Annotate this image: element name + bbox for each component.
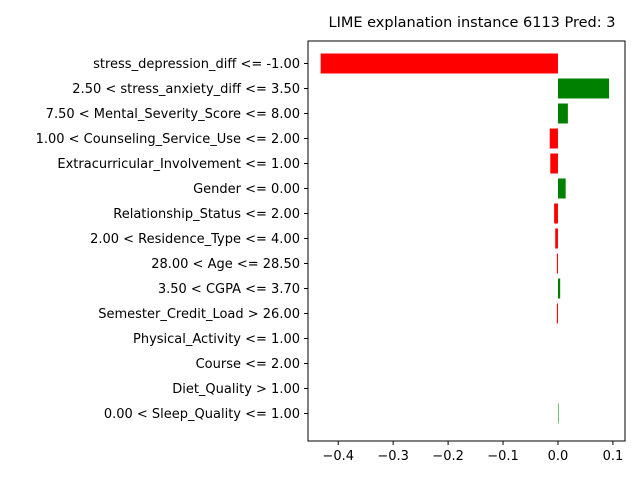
chart-title: LIME explanation instance 6113 Pred: 3 [329,15,616,31]
bar [557,403,559,424]
bar [549,128,558,149]
y-tick-label: 28.00 < Age <= 28.50 [151,257,300,272]
x-tick-label: 0.1 [603,449,624,464]
x-tick-label: −0.3 [377,449,409,464]
y-tick-label: 1.00 < Counseling_Service_Use <= 2.00 [36,132,300,147]
y-tick-label: Extracurricular_Involvement <= 1.00 [57,157,300,172]
y-tick-label: stress_depression_diff <= -1.00 [93,57,300,72]
y-tick-label: Semester_Credit_Load > 26.00 [98,307,300,322]
y-tick-label: Physical_Activity <= 1.00 [133,332,300,347]
x-tick-label: −0.4 [322,449,354,464]
y-tick-label: Gender <= 0.00 [193,182,300,197]
y-tick-label: 2.50 < stress_anxiety_diff <= 3.50 [72,82,300,97]
bar [555,228,558,249]
y-tick-label: 3.50 < CGPA <= 3.70 [158,282,300,297]
bar [556,253,558,274]
bar [557,178,566,199]
x-axis: −0.4 −0.3 −0.2 −0.1 0.0 0.1 [322,441,623,464]
x-tick-label: −0.1 [487,449,519,464]
bar [550,153,558,174]
x-tick-label: −0.2 [432,449,464,464]
y-tick-label: 0.00 < Sleep_Quality <= 1.00 [104,407,300,422]
bar [556,303,558,324]
bar [557,78,610,99]
bar [320,53,558,74]
bars-layer [320,53,610,424]
bar [557,278,561,299]
y-axis: stress_depression_diff <= -1.00 2.50 < st… [36,57,308,422]
plot-frame [307,40,626,442]
y-tick-label: 2.00 < Residence_Type <= 4.00 [90,232,300,247]
bar [557,103,568,124]
y-tick-label: Relationship_Status <= 2.00 [113,207,300,222]
y-tick-label: Course <= 2.00 [196,357,300,372]
x-tick-label: 0.0 [548,449,569,464]
bar [554,203,558,224]
y-tick-label: Diet_Quality > 1.00 [172,382,300,397]
y-tick-label: 7.50 < Mental_Severity_Score <= 8.00 [46,107,300,122]
